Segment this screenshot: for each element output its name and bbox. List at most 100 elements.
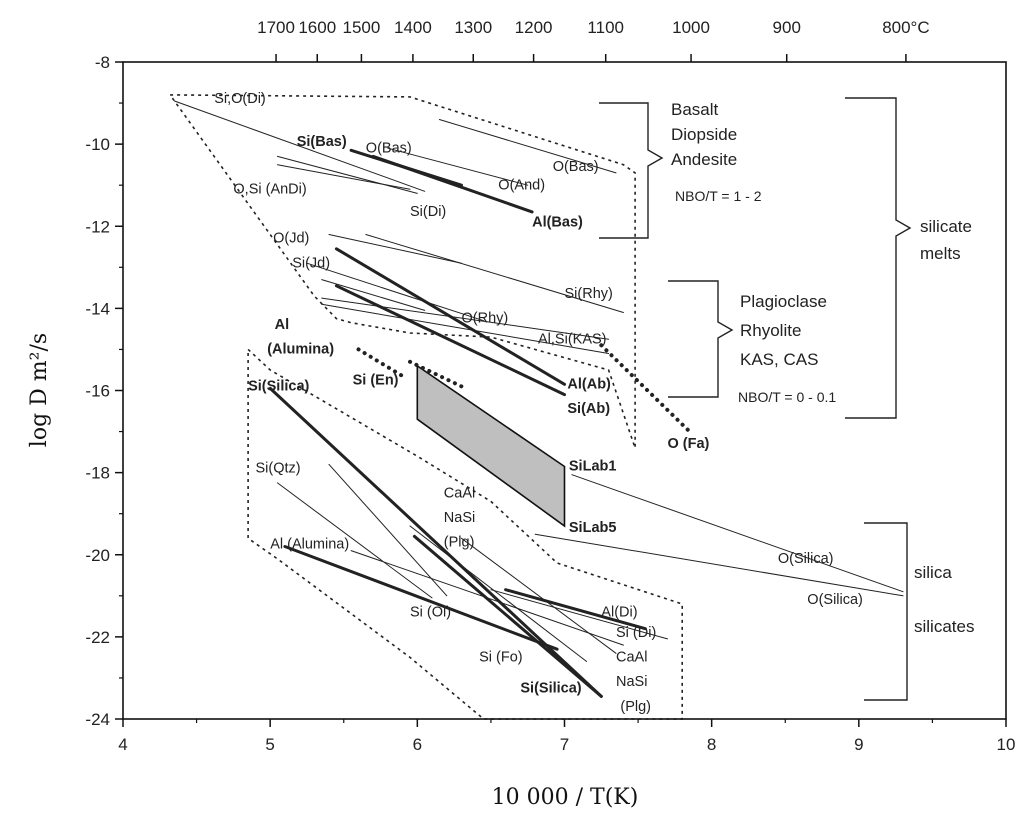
data-label: Al(Ab) — [567, 376, 611, 392]
series-line-9 — [365, 234, 624, 313]
y-axis-title: log D m²/s — [27, 333, 52, 447]
x-tick-label: 6 — [413, 735, 422, 754]
shaded-region-group — [416, 364, 566, 528]
x-tick-label: 10 — [997, 735, 1016, 754]
data-label: Al(Di) — [601, 604, 637, 620]
y-tick-label: -24 — [85, 710, 110, 729]
group-label: silicates — [914, 617, 974, 636]
data-label: Si(Bas) — [297, 134, 347, 150]
series-line-7 — [277, 164, 411, 190]
series-line-18 — [277, 482, 433, 599]
x-axis: 4 5 6 7 8 9 10 — [118, 719, 1015, 754]
group-label: silica — [914, 563, 952, 582]
series-line-14 — [334, 247, 566, 386]
data-label: Si(Silica) — [248, 379, 309, 395]
x-tick-label: 9 — [854, 735, 863, 754]
data-label: Al,Si(KAS) — [538, 331, 607, 347]
group-label: silicate — [920, 217, 972, 236]
series-line-30 — [599, 343, 692, 434]
top-tick-label: 1300 — [454, 18, 492, 37]
bracket-basalt-group — [599, 102, 664, 239]
data-label: Si(Di) — [410, 204, 446, 220]
series-line-22 — [412, 534, 603, 698]
series-line-3 — [438, 119, 617, 174]
group-note: NBO/T = 0 - 0.1 — [738, 389, 836, 405]
series-line-23 — [504, 588, 647, 631]
top-tick-label: 800°C — [882, 18, 929, 37]
series-lines — [174, 100, 904, 698]
group-label: Andesite — [671, 150, 737, 169]
y-tick-label: -14 — [85, 299, 110, 318]
y-tick-label: -10 — [85, 135, 110, 154]
y-tick-label: -12 — [85, 217, 110, 236]
data-label: (Plg) — [444, 535, 475, 551]
group-label: Plagioclase — [740, 292, 827, 311]
series-line-26 — [571, 474, 904, 593]
data-label: O(Jd) — [273, 231, 309, 247]
series-line-5 — [371, 154, 534, 214]
top-tick-label: 1200 — [515, 18, 553, 37]
data-label: O(And) — [498, 177, 545, 193]
data-label: SiLab1 — [569, 459, 617, 475]
data-label: Al (Alumina) — [270, 537, 349, 553]
x-tick-label: 5 — [265, 735, 274, 754]
x-tick-label: 4 — [118, 735, 127, 754]
series-line-6 — [277, 155, 418, 194]
series-line-27 — [534, 533, 904, 597]
data-label: O (Fa) — [668, 436, 710, 452]
top-tick-label: 1600 — [298, 18, 336, 37]
series-line-13 — [321, 303, 610, 354]
x-axis-title: 10 000 / T(K) — [492, 785, 639, 810]
data-label: NaSi — [616, 674, 647, 690]
data-label: O(Rhy) — [462, 311, 509, 327]
series-line-10 — [306, 262, 485, 322]
series-line-29 — [408, 359, 464, 389]
top-tick-label: 1100 — [587, 18, 624, 37]
series-line-1 — [174, 100, 426, 192]
group-note: NBO/T = 1 - 2 — [675, 188, 762, 204]
top-tick-label: 1500 — [342, 18, 380, 37]
x-tick-label: 8 — [707, 735, 716, 754]
top-tick-label: 900 — [773, 18, 801, 37]
series-line-12 — [321, 297, 610, 340]
group-label: Basalt — [671, 100, 719, 119]
data-label: Si(Silica) — [520, 680, 581, 696]
series-line-25 — [283, 545, 559, 651]
data-label: Si (En) — [353, 372, 399, 388]
data-label: CaAl — [616, 650, 647, 666]
top-tick-label: 1700 — [257, 18, 295, 37]
y-tick-label: -16 — [85, 382, 110, 401]
series-line-2 — [387, 147, 529, 186]
bracket-plagioclase-group — [668, 280, 734, 398]
bracket-silica-silicates — [864, 522, 908, 701]
data-label: Si,O(Di) — [214, 91, 266, 107]
top-tick-label: 1000 — [672, 18, 710, 37]
group-label: Rhyolite — [740, 321, 801, 340]
envelopes — [169, 94, 684, 720]
series-line-20 — [409, 525, 588, 662]
data-label: (Alumina) — [267, 342, 334, 358]
data-label: Si(Qtz) — [256, 461, 301, 477]
bracket-silicate-melts — [845, 97, 912, 419]
series-line-17 — [328, 463, 448, 597]
y-tick-label: -8 — [95, 53, 110, 72]
data-label: Si(Jd) — [292, 255, 330, 271]
series-line-24 — [490, 589, 668, 640]
series-line-28 — [356, 347, 405, 379]
data-label: Al(Bas) — [532, 214, 583, 230]
data-label: Si (Fo) — [479, 650, 522, 666]
group-brackets: Basalt Diopside Andesite NBO/T = 1 - 2 Plagi… — [599, 97, 974, 701]
data-label: O(Bas) — [366, 140, 412, 156]
group-label: KAS, CAS — [740, 350, 818, 369]
top-temperature-axis: 1700 1600 1500 1400 1300 1200 1100 1000 900 800°C — [257, 18, 930, 62]
data-label: SiLab5 — [569, 520, 617, 536]
group-label: melts — [920, 244, 961, 263]
data-label: O(Silica) — [778, 551, 834, 567]
series-line-21 — [461, 537, 617, 654]
data-label: Si (Di) — [616, 625, 656, 641]
data-label: Al — [275, 317, 290, 333]
data-label: (Plg) — [620, 699, 651, 715]
series-line-11 — [321, 279, 426, 311]
y-tick-label: -22 — [85, 628, 110, 647]
